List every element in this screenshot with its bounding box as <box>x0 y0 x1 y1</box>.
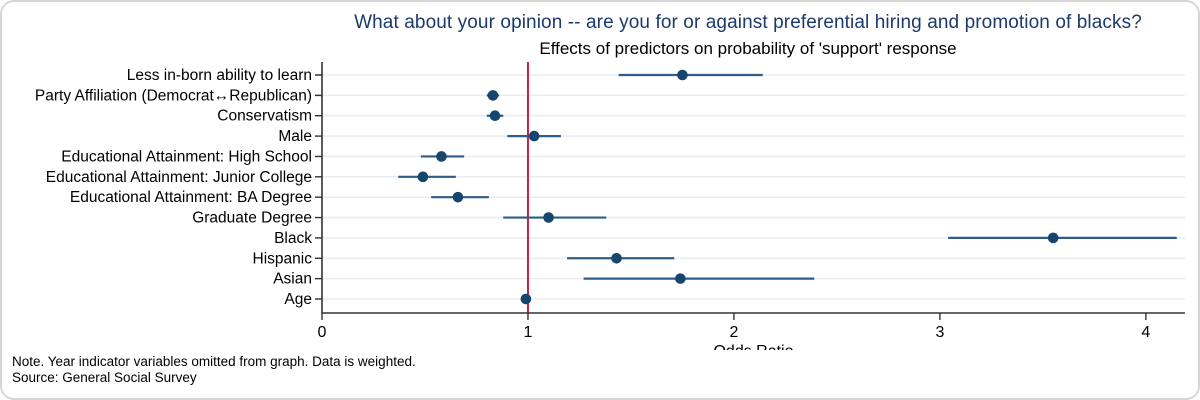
point-marker <box>487 90 499 101</box>
x-tick-label: 3 <box>935 324 944 341</box>
y-axis-label: Party Affiliation (Democrat↔Republican) <box>35 87 312 104</box>
point-marker <box>417 171 429 183</box>
y-axis-label: Conservatism <box>217 108 312 125</box>
point-marker <box>1047 232 1059 244</box>
x-axis-title: Odds Ratio <box>713 343 793 350</box>
y-axis-label: Less in-born ability to learn <box>127 67 312 84</box>
x-tick-label: 1 <box>524 324 533 341</box>
y-axis-label: Educational Attainment: High School <box>61 148 312 165</box>
chart-subtitle: Effects of predictors on probability of … <box>539 39 957 58</box>
x-tick-label: 0 <box>318 324 327 341</box>
y-axis-label: Male <box>278 128 312 145</box>
forest-plot: Less in-born ability to learn Party Affil… <box>35 62 1185 350</box>
y-axis-label: Graduate Degree <box>192 210 312 227</box>
y-axis-label: Educational Attainment: BA Degree <box>70 189 312 206</box>
point-marker <box>489 110 501 122</box>
point-marker <box>436 151 447 162</box>
y-axis-label: Age <box>284 291 312 308</box>
point-marker <box>675 273 686 284</box>
y-axis-label: Hispanic <box>253 250 313 267</box>
source-line: Source: General Social Survey <box>12 370 197 386</box>
chart-notes: Note. Year indicator variables omitted f… <box>12 354 416 387</box>
x-tick-label: 4 <box>1141 324 1150 341</box>
y-axis-label: Asian <box>273 271 312 288</box>
point-marker <box>543 212 554 223</box>
point-marker <box>452 191 464 203</box>
point-marker <box>528 130 540 142</box>
point-marker <box>520 293 532 305</box>
y-axis-label: Educational Attainment: Junior College <box>46 169 312 186</box>
point-marker <box>611 252 622 264</box>
note-line: Note. Year indicator variables omitted f… <box>12 354 416 369</box>
chart-title: What about your opinion -- are you for o… <box>354 12 1142 33</box>
point-marker <box>677 69 688 81</box>
x-tick-label: 2 <box>729 324 738 341</box>
y-axis-label: Black <box>274 230 312 247</box>
